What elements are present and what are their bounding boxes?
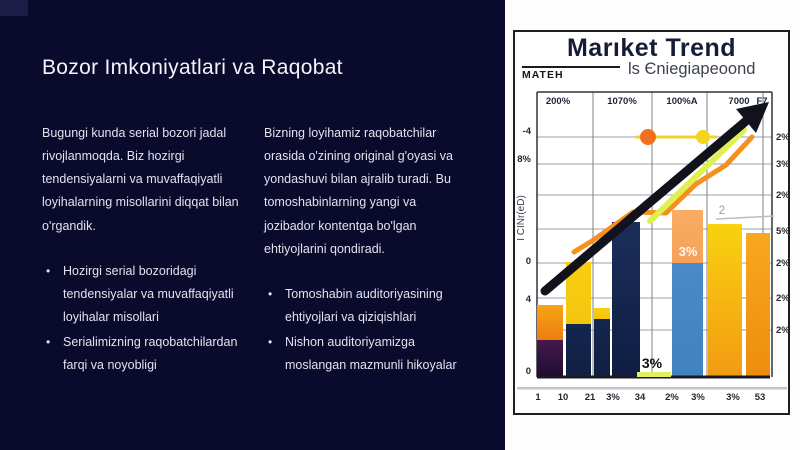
bullet-item: Serialimizning raqobatchilardan farqi va… [42, 331, 242, 377]
left-bullet-list: Hozirgi serial bozoridagi tendensiyalar … [42, 260, 242, 378]
bullet-item: Nishon auditoriyamizga moslangan mazmunl… [264, 331, 466, 377]
corner-accent [0, 0, 28, 16]
right-text-column: Bizning loyihamiz raqobatchilar orasida … [264, 122, 466, 379]
chart-subtitle-left: MATEH [522, 69, 564, 81]
left-text-column: Bugungi kunda serial bozori jadal rivojl… [42, 122, 242, 379]
slide-title: Bozor Imkoniyatlari va Raqobat [42, 56, 343, 79]
chart-title: Marıket Trend [566, 34, 737, 62]
subtitle-rule [522, 66, 620, 68]
right-paragraph: Bizning loyihamiz raqobatchilar orasida … [264, 126, 453, 256]
right-bullet-list: Tomoshabin auditoriyasining ehtiyojlari … [264, 283, 466, 378]
bullet-item: Hozirgi serial bozoridagi tendensiyalar … [42, 260, 242, 329]
bullet-item: Tomoshabin auditoriyasining ehtiyojlari … [264, 283, 466, 329]
chart-subtitle-right: ls Єniegiapeoond [628, 60, 756, 78]
left-paragraph: Bugungi kunda serial bozori jadal rivojl… [42, 126, 239, 233]
chart-panel [513, 30, 790, 415]
